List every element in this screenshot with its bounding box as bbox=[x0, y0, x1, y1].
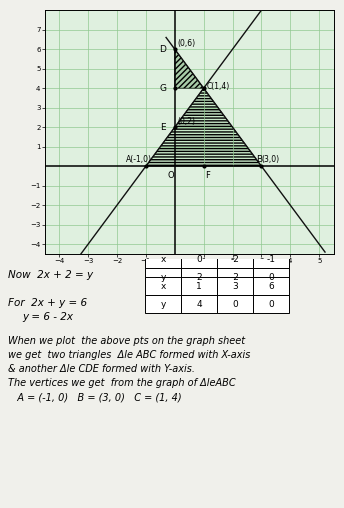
Text: x: x bbox=[160, 281, 166, 291]
Text: y: y bbox=[160, 273, 166, 281]
Text: G: G bbox=[159, 84, 166, 92]
Bar bbox=[253, 277, 289, 295]
Bar bbox=[253, 295, 289, 313]
Bar bbox=[217, 250, 253, 268]
Text: A(-1,0): A(-1,0) bbox=[126, 155, 152, 164]
Text: y = 6 - 2x: y = 6 - 2x bbox=[22, 312, 73, 322]
Text: D: D bbox=[159, 45, 166, 54]
Bar bbox=[253, 250, 289, 268]
Text: O: O bbox=[168, 172, 174, 180]
Bar bbox=[145, 250, 181, 268]
Bar bbox=[217, 295, 253, 313]
Text: 0: 0 bbox=[196, 255, 202, 264]
Text: A = (-1, 0)   B = (3, 0)   C = (1, 4): A = (-1, 0) B = (3, 0) C = (1, 4) bbox=[8, 392, 182, 402]
Bar bbox=[217, 277, 253, 295]
Text: F: F bbox=[205, 172, 210, 180]
Text: 2: 2 bbox=[196, 273, 202, 281]
Text: C(1,4): C(1,4) bbox=[206, 82, 230, 91]
Text: (3,0): (3,0) bbox=[261, 155, 280, 164]
Text: For  2x + y = 6: For 2x + y = 6 bbox=[8, 298, 87, 308]
Bar bbox=[145, 295, 181, 313]
Text: B: B bbox=[256, 155, 262, 164]
Text: (0,6): (0,6) bbox=[178, 39, 196, 48]
Text: -1: -1 bbox=[267, 255, 276, 264]
Polygon shape bbox=[175, 49, 204, 88]
Text: 3: 3 bbox=[232, 281, 238, 291]
Text: -2: -2 bbox=[230, 273, 239, 281]
Bar bbox=[181, 250, 217, 268]
Bar bbox=[145, 268, 181, 286]
Bar bbox=[217, 268, 253, 286]
Text: & another Δle CDE formed with Y-axis.: & another Δle CDE formed with Y-axis. bbox=[8, 364, 195, 374]
Text: we get  two triangles  Δle ABC formed with X-axis: we get two triangles Δle ABC formed with… bbox=[8, 350, 250, 360]
Bar bbox=[181, 295, 217, 313]
Bar bbox=[145, 277, 181, 295]
Text: 6: 6 bbox=[268, 281, 274, 291]
Text: 4: 4 bbox=[196, 300, 202, 308]
Text: The vertices we get  from the graph of ΔleABC: The vertices we get from the graph of Δl… bbox=[8, 378, 236, 388]
Text: 0: 0 bbox=[268, 273, 274, 281]
Text: When we plot  the above pts on the graph sheet: When we plot the above pts on the graph … bbox=[8, 336, 245, 346]
Text: x: x bbox=[160, 255, 166, 264]
Bar bbox=[253, 268, 289, 286]
Text: (0,2): (0,2) bbox=[178, 117, 196, 126]
Polygon shape bbox=[146, 88, 261, 166]
Text: 0: 0 bbox=[232, 300, 238, 308]
Text: 0: 0 bbox=[268, 300, 274, 308]
Bar bbox=[181, 268, 217, 286]
Text: E: E bbox=[160, 123, 166, 132]
Text: -2: -2 bbox=[230, 255, 239, 264]
Bar bbox=[181, 277, 217, 295]
Text: y: y bbox=[160, 300, 166, 308]
Text: Now  2x + 2 = y: Now 2x + 2 = y bbox=[8, 270, 93, 280]
Text: 1: 1 bbox=[196, 281, 202, 291]
